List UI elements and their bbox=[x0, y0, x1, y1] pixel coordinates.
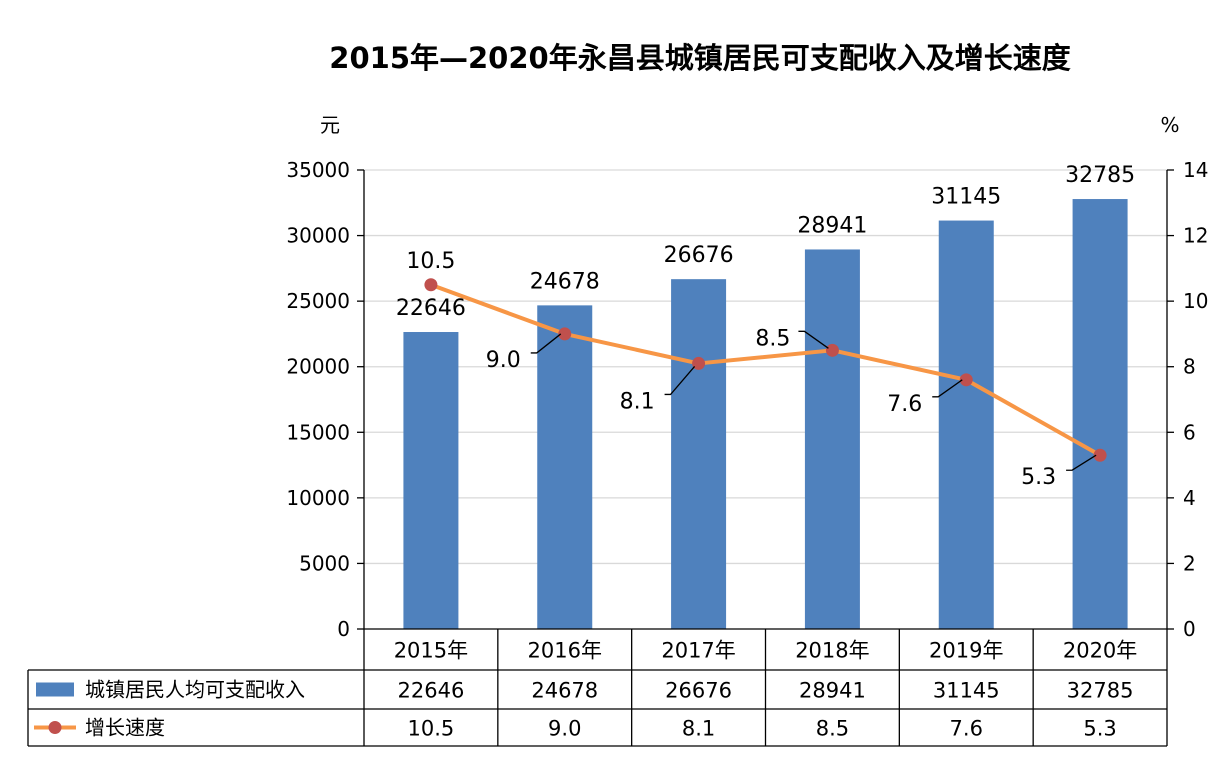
right-axis-tick-label: 8 bbox=[1183, 355, 1196, 379]
income-bar-label: 28941 bbox=[797, 213, 867, 238]
growth-point-label: 10.5 bbox=[406, 249, 455, 274]
axes: 0 5000 10000 15000 20000 25000 30000 35000 0 2 4 6 8… bbox=[286, 158, 1208, 641]
table-cell-income: 24678 bbox=[531, 679, 598, 703]
growth-label-leader bbox=[798, 330, 829, 349]
right-axis-tick-label: 2 bbox=[1183, 551, 1196, 575]
table-cell-income: 31145 bbox=[933, 679, 1000, 703]
right-axis-tick-label: 12 bbox=[1183, 224, 1208, 248]
category-label: 2015年 bbox=[394, 639, 468, 663]
growth-point-label: 9.0 bbox=[486, 348, 521, 373]
table-cell-growth: 9.0 bbox=[548, 717, 581, 741]
growth-point bbox=[959, 373, 973, 387]
growth-label-leader bbox=[932, 379, 963, 398]
table-cell-growth: 8.1 bbox=[682, 717, 715, 741]
chart-title: 2015年—2020年永昌县城镇居民可支配收入及增长速度 bbox=[329, 41, 1070, 75]
growth-point bbox=[825, 343, 839, 357]
income-bar bbox=[804, 249, 860, 629]
table-cell-income: 28941 bbox=[799, 679, 866, 703]
table-cell-income: 22646 bbox=[398, 679, 465, 703]
income-bar bbox=[1072, 199, 1128, 629]
growth-line-path bbox=[430, 282, 1102, 457]
growth-label-leader bbox=[664, 366, 696, 396]
legend-key-growth-marker bbox=[48, 721, 62, 734]
data-table: 2015年 22646 10.5 2016年 24678 9.0 2017年 26676 8.1… bbox=[27, 628, 1168, 747]
left-axis-tick-label: 10000 bbox=[286, 486, 350, 510]
income-bar bbox=[537, 305, 593, 629]
data-labels: 22646 24678 26676 28941 31145 32785 10.5 9.0 8.1… bbox=[396, 163, 1135, 490]
left-axis-tick-label: 5000 bbox=[299, 551, 350, 575]
category-label: 2016年 bbox=[528, 639, 602, 663]
growth-point-label: 8.1 bbox=[620, 389, 655, 414]
growth-label-leader bbox=[1066, 454, 1097, 471]
category-label: 2018年 bbox=[795, 639, 869, 663]
income-bar-label: 26676 bbox=[664, 243, 734, 268]
growth-point bbox=[558, 327, 572, 341]
left-axis-unit: 元 bbox=[320, 113, 340, 137]
income-bars bbox=[403, 199, 1128, 629]
table-cell-growth: 7.6 bbox=[950, 717, 983, 741]
right-axis-unit: % bbox=[1160, 113, 1179, 137]
growth-point-label: 8.5 bbox=[755, 326, 790, 351]
legend-label-income: 城镇居民人均可支配收入 bbox=[85, 678, 305, 702]
category-label: 2019年 bbox=[929, 639, 1003, 663]
growth-label-leader bbox=[530, 333, 562, 354]
right-axis-tick-label: 14 bbox=[1183, 158, 1208, 182]
income-bar bbox=[671, 279, 727, 629]
right-axis-tick-label: 10 bbox=[1183, 289, 1208, 313]
left-axis-tick-label: 0 bbox=[337, 617, 350, 641]
right-axis-tick-label: 0 bbox=[1183, 617, 1196, 641]
legend-key-income bbox=[36, 682, 74, 697]
table-cell-income: 32785 bbox=[1067, 679, 1134, 703]
growth-point bbox=[424, 278, 438, 292]
income-bar-label: 32785 bbox=[1065, 163, 1135, 188]
legend-label-growth: 增长速度 bbox=[85, 716, 165, 740]
table-cell-growth: 5.3 bbox=[1083, 717, 1116, 741]
income-bar-label: 31145 bbox=[931, 185, 1001, 210]
category-label: 2020年 bbox=[1063, 639, 1137, 663]
income-bar-label: 22646 bbox=[396, 296, 466, 321]
left-axis-tick-label: 15000 bbox=[286, 420, 350, 444]
right-axis-tick-label: 6 bbox=[1183, 420, 1196, 444]
income-bar bbox=[938, 220, 994, 629]
left-axis-tick-label: 35000 bbox=[286, 158, 350, 182]
table-cell-growth: 10.5 bbox=[408, 717, 455, 741]
left-axis-tick-label: 20000 bbox=[286, 355, 350, 379]
growth-line bbox=[424, 278, 1107, 462]
left-axis-tick-label: 25000 bbox=[286, 289, 350, 313]
gridlines bbox=[364, 169, 1167, 565]
growth-point bbox=[692, 356, 706, 370]
income-bar bbox=[403, 332, 459, 629]
income-bar-label: 24678 bbox=[530, 269, 600, 294]
growth-point-label: 7.6 bbox=[887, 392, 922, 417]
growth-point-label: 5.3 bbox=[1021, 465, 1056, 490]
table-cell-growth: 8.5 bbox=[816, 717, 849, 741]
growth-point bbox=[1093, 448, 1107, 462]
left-axis-tick-label: 30000 bbox=[286, 224, 350, 248]
category-label: 2017年 bbox=[661, 639, 735, 663]
right-axis-tick-label: 4 bbox=[1183, 486, 1196, 510]
table-cell-income: 26676 bbox=[665, 679, 732, 703]
